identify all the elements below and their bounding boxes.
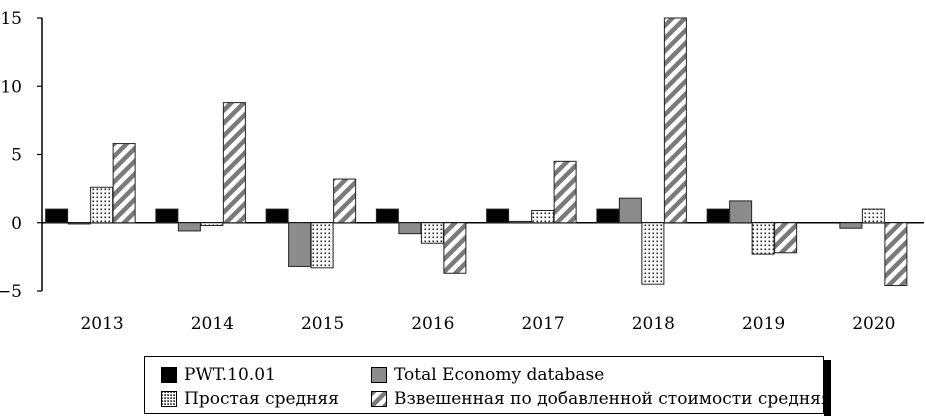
legend-label: Простая средняя — [184, 389, 339, 409]
total-economy-bar — [508, 220, 532, 224]
y-tick-label: 15 — [0, 9, 22, 29]
x-tick-label: 2013 — [80, 314, 123, 334]
legend-label: Total Economy database — [394, 365, 605, 385]
x-tick-label: 2020 — [852, 314, 895, 334]
legend-item-total-economy: Total Economy database — [371, 365, 604, 385]
simple-average-bar — [861, 208, 885, 224]
legend-shadow — [824, 360, 831, 416]
bars — [45, 17, 908, 287]
simple-average-bar — [420, 222, 444, 244]
pwt-bar — [596, 208, 620, 224]
pwt-bar — [45, 208, 69, 224]
simple-average-bar — [751, 222, 775, 255]
legend-label: Взвешенная по добавленной стоимости сред… — [394, 389, 832, 409]
simple-average-bar — [310, 222, 334, 269]
pwt-bar — [155, 208, 179, 224]
y-tick-label: 10 — [0, 77, 22, 97]
legend-swatch-black — [161, 367, 177, 383]
x-tick-label: 2018 — [632, 314, 675, 334]
simple-average-bar — [641, 222, 665, 285]
y-tick-label: 5 — [11, 146, 22, 166]
total-economy-bar — [839, 222, 863, 229]
weighted-average-bar — [443, 222, 467, 274]
y-tick-labels: 15 10 5 0 −5 — [0, 9, 22, 302]
legend-item-pwt: PWT.10.01 — [161, 365, 276, 385]
weighted-average-bar — [884, 222, 908, 287]
simple-average-bar — [90, 186, 114, 224]
x-tick-labels: 2013 2014 2015 2016 2017 2018 2019 2020 — [80, 314, 895, 334]
legend-item-simple-average: Простая средняя — [161, 389, 339, 409]
pwt-bar — [706, 208, 730, 224]
total-economy-bar — [729, 200, 753, 224]
pwt-bar — [486, 208, 510, 224]
legend-item-weighted-average: Взвешенная по добавленной стоимости сред… — [371, 389, 832, 409]
pwt-bar — [375, 208, 399, 224]
total-economy-bar — [288, 222, 312, 267]
legend-label: PWT.10.01 — [184, 365, 276, 385]
weighted-average-bar — [774, 222, 798, 254]
total-economy-bar — [618, 197, 642, 224]
simple-average-bar — [200, 222, 224, 226]
legend-swatch-hatch — [371, 391, 387, 407]
y-tick-label: −5 — [0, 282, 22, 302]
legend-swatch-gray — [371, 367, 387, 383]
x-tick-label: 2015 — [301, 314, 344, 334]
simple-average-bar — [531, 209, 555, 224]
weighted-average-bar — [222, 102, 246, 224]
x-tick-label: 2014 — [191, 314, 234, 334]
bar-chart: 15 10 5 0 −5 2013 2014 2015 2016 2017 2018 2019 202… — [0, 9, 924, 334]
legend-swatch-dots — [161, 391, 177, 407]
weighted-average-bar — [663, 17, 687, 224]
weighted-average-bar — [112, 143, 136, 224]
y-tick-label: 0 — [11, 214, 22, 234]
legend: PWT.10.01 Total Economy database Простая… — [144, 356, 832, 414]
total-economy-bar — [67, 222, 91, 225]
total-economy-bar — [398, 222, 422, 235]
x-tick-label: 2019 — [742, 314, 785, 334]
x-tick-label: 2017 — [521, 314, 564, 334]
pwt-bar — [265, 208, 289, 224]
weighted-average-bar — [553, 160, 577, 224]
total-economy-bar — [177, 222, 201, 232]
weighted-average-bar — [333, 178, 357, 224]
x-tick-label: 2016 — [411, 314, 454, 334]
